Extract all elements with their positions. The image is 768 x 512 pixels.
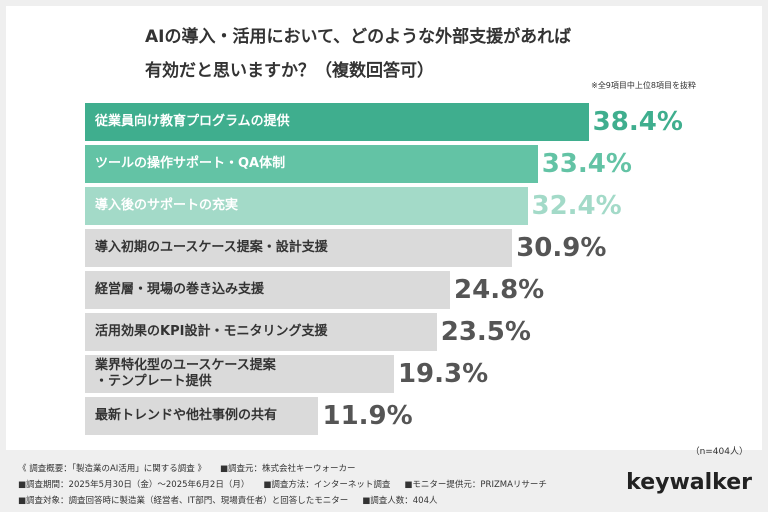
category-label: 導入後のサポートの充実 [95, 198, 239, 213]
sample-size: （n=404人） [690, 447, 748, 457]
value-label: 38.4% [592, 107, 683, 137]
category-label: ツールの操作サポート・QA体制 [95, 156, 286, 171]
value-label: 11.9% [322, 401, 413, 431]
footer-text: ■モニター提供元：PRIZMAリサーチ [404, 480, 547, 490]
footer-text: ■調査元：株式会社キーウォーカー [219, 464, 356, 474]
footer-line: ■調査対象：調査回答時に製造業（経営者、IT部門、現場責任者）と回答したモニター… [18, 494, 452, 506]
footer-text: 《 調査概要：「製造業のAI活用」に関する調査 》 [18, 464, 206, 474]
bar: 活用効果のKPI設計・モニタリング支援 [85, 313, 437, 351]
value-label: 19.3% [397, 359, 489, 389]
bar: 業界特化型のユースケース提案 ・テンプレート提供 [85, 355, 394, 393]
footer-text: ■調査対象：調査回答時に製造業（経営者、IT部門、現場責任者）と回答したモニター [18, 496, 349, 506]
value-label: 32.4% [531, 191, 622, 221]
bar: ツールの操作サポート・QA体制 [85, 145, 538, 183]
bar: 最新トレンドや他社事例の共有 [85, 397, 319, 435]
category-label: 業界特化型のユースケース提案 ・テンプレート提供 [95, 358, 276, 389]
value-label: 24.8% [454, 275, 545, 305]
category-label: 従業員向け教育プログラムの提供 [95, 114, 290, 129]
category-label: 経営層・現場の巻き込み支援 [95, 282, 265, 297]
value-label: 33.4% [541, 149, 632, 179]
footer-text: ■調査方法：インターネット調査 [263, 480, 391, 490]
category-label: 活用効果のKPI設計・モニタリング支援 [95, 324, 328, 339]
value-label: 30.9% [516, 233, 607, 263]
footer-line: ■調査期間：2025年5月30日（金）〜2025年6月2日（月） ■調査方法：イン… [18, 478, 561, 490]
footer-text: ■調査人数：404人 [362, 496, 438, 506]
bar: 導入初期のユースケース提案・設計支援 [85, 229, 513, 267]
footer-text: ■調査期間：2025年5月30日（金）〜2025年6月2日（月） [18, 480, 250, 490]
bar: 導入後のサポートの充実 [85, 187, 528, 225]
logo: keywalker [626, 470, 752, 495]
bar: 従業員向け教育プログラムの提供 [85, 103, 589, 141]
value-label: 23.5% [440, 317, 531, 347]
bar: 経営層・現場の巻き込み支援 [85, 271, 451, 309]
footer-line: 《 調査概要：「製造業のAI活用」に関する調査 》 ■調査元：株式会社キーウォーカ… [18, 462, 370, 474]
chart-title: AIの導入・活用において、どのような外部支援があれば 有効だと思いますか？（複数… [145, 27, 572, 81]
category-label: 最新トレンドや他社事例の共有 [95, 408, 278, 423]
note: ※全9項目中上位8項目を抜粋 [591, 81, 696, 90]
category-label: 導入初期のユースケース提案・設計支援 [95, 240, 328, 255]
